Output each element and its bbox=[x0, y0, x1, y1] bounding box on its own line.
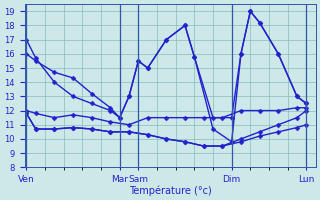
X-axis label: Température (°c): Température (°c) bbox=[129, 185, 212, 196]
